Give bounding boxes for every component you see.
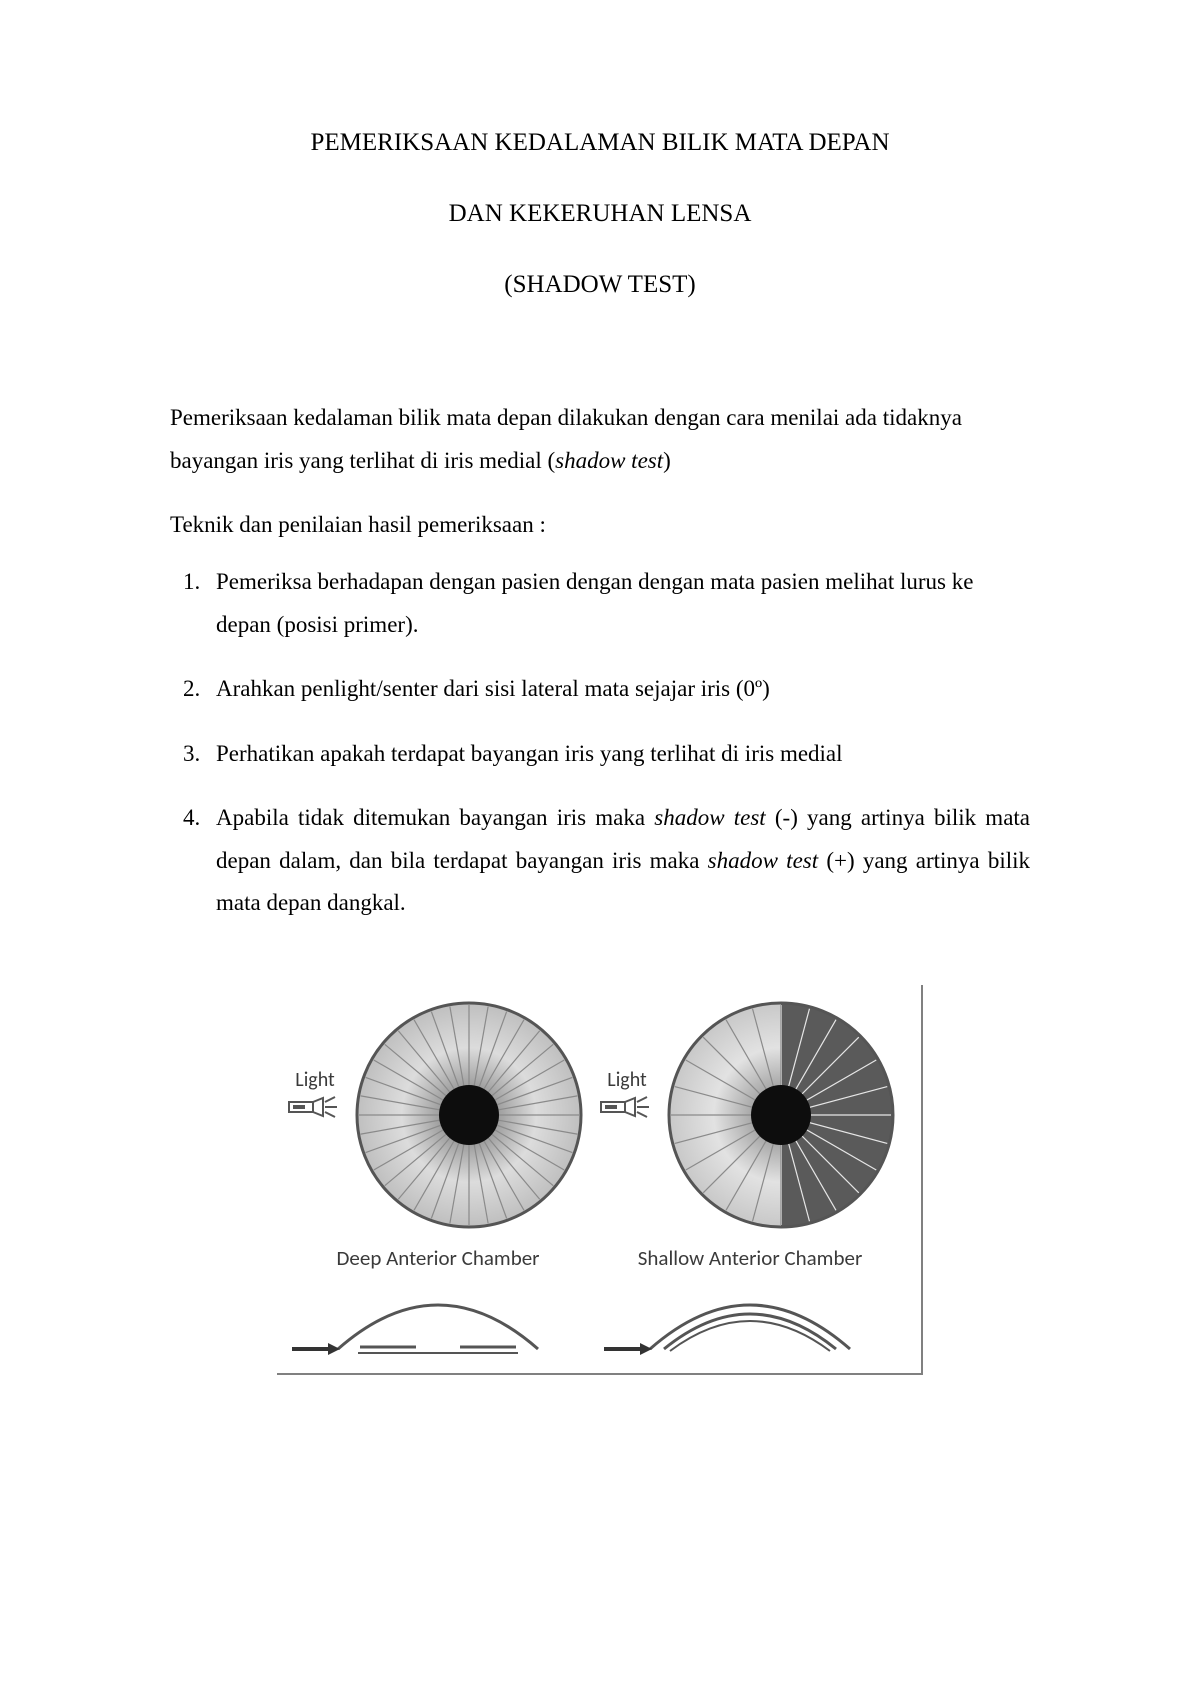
panel-shallow: Light [599,995,901,1361]
flashlight-icon [287,1092,343,1122]
iris-shallow-icon [661,995,901,1235]
step-4-text-a: Apabila tidak ditemukan bayangan iris ma… [216,805,654,830]
technique-subhead: Teknik dan penilaian hasil pemeriksaan : [170,512,1030,538]
intro-paragraph: Pemeriksaan kedalaman bilik mata depan d… [170,397,1030,482]
light-text-deep: Light [295,1068,334,1092]
step-1: Pemeriksa berhadapan dengan pasien denga… [206,561,1030,646]
steps-list: Pemeriksa berhadapan dengan pasien denga… [170,561,1030,925]
figure-container: Light [170,985,1030,1375]
cross-section-shallow-icon [600,1271,900,1361]
step-3: Perhatikan apakah terdapat bayangan iris… [206,733,1030,776]
step-4-em-2: shadow test [708,848,818,873]
page: PEMERIKSAAN KEDALAMAN BILIK MATA DEPAN D… [0,0,1200,1698]
intro-text-2: ) [663,448,671,473]
title-line-1: PEMERIKSAAN KEDALAMAN BILIK MATA DEPAN [170,120,1030,165]
light-label-deep: Light [287,1068,343,1122]
caption-deep: Deep Anterior Chamber [337,1245,540,1271]
shadow-test-figure: Light [277,985,923,1375]
panel-deep-top: Light [287,995,589,1235]
step-2: Arahkan penlight/senter dari sisi latera… [206,668,1030,711]
step-4-em-1: shadow test [654,805,765,830]
step-4: Apabila tidak ditemukan bayangan iris ma… [206,797,1030,925]
light-text-shallow: Light [607,1068,646,1092]
iris-deep-icon [349,995,589,1235]
title-line-2: DAN KEKERUHAN LENSA [170,191,1030,236]
title-line-3: (SHADOW TEST) [170,262,1030,307]
panel-shallow-top: Light [599,995,901,1235]
intro-emphasis: shadow test [555,448,663,473]
panel-deep: Light [287,995,589,1361]
flashlight-icon [599,1092,655,1122]
title-block: PEMERIKSAAN KEDALAMAN BILIK MATA DEPAN D… [170,120,1030,307]
cross-section-deep-icon [288,1271,588,1361]
light-label-shallow: Light [599,1068,655,1122]
caption-shallow: Shallow Anterior Chamber [638,1245,863,1271]
